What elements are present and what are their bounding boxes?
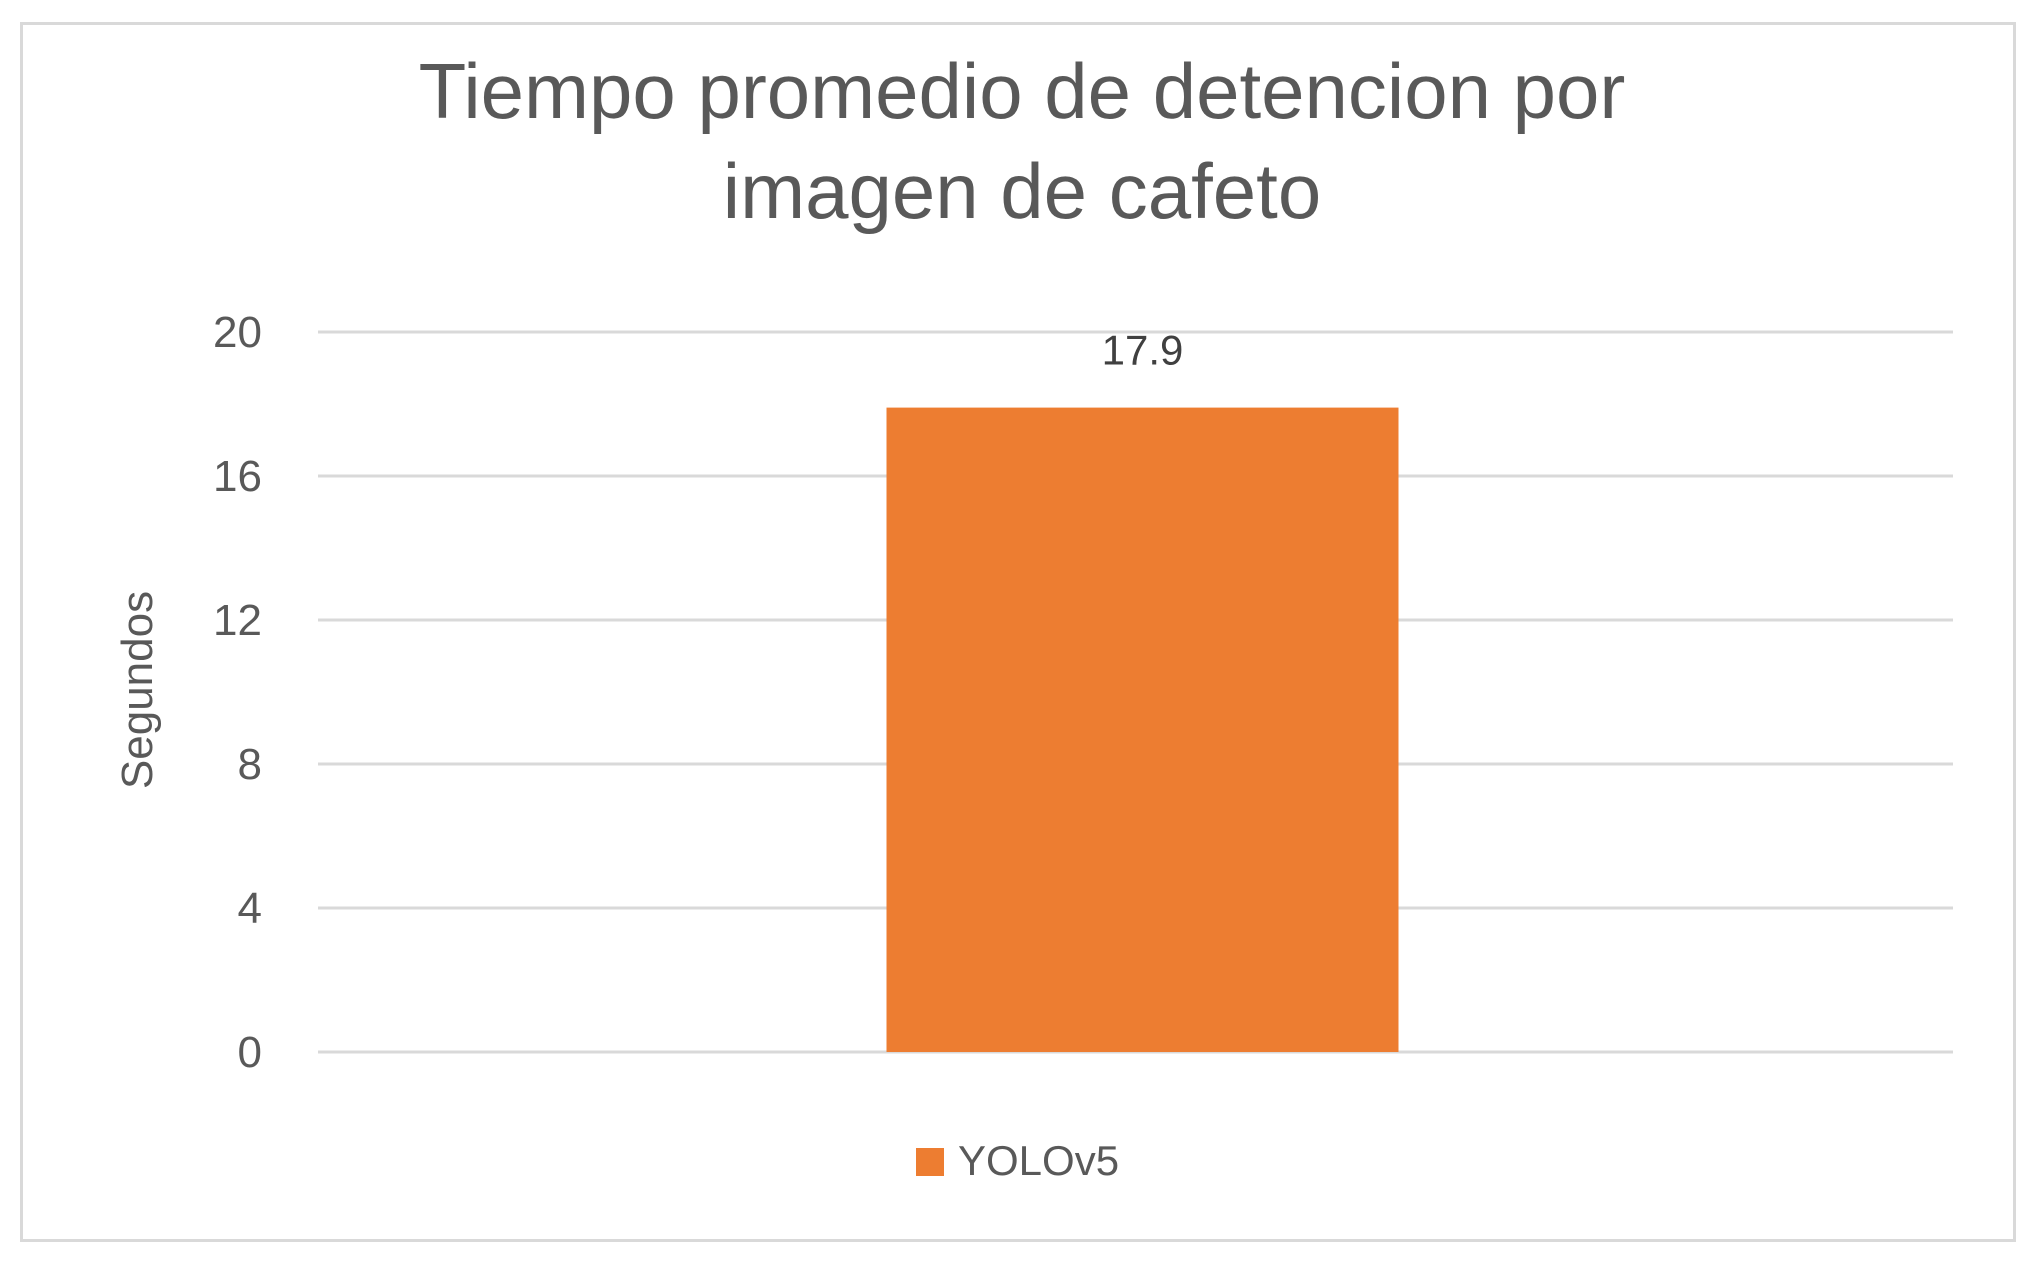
bar-data-label: 17.9 xyxy=(1102,327,1184,374)
y-tick-label: 0 xyxy=(238,1028,262,1077)
y-axis-ticks: 0 4 8 12 16 20 xyxy=(213,308,262,1077)
y-tick-label: 4 xyxy=(238,884,262,933)
bars xyxy=(886,407,1399,1053)
y-tick-label: 20 xyxy=(213,308,262,357)
chart-title: Tiempo promedio de detencion por imagen d… xyxy=(419,47,1626,235)
y-tick-label: 12 xyxy=(213,596,262,645)
bar-yolov5 xyxy=(886,407,1399,1053)
y-tick-label: 16 xyxy=(213,452,262,501)
y-tick-label: 8 xyxy=(238,740,262,789)
chart-title-line: Tiempo promedio de detencion por xyxy=(419,47,1626,135)
legend: YOLOv5 xyxy=(916,1137,1119,1184)
data-labels: 17.9 xyxy=(1102,327,1184,374)
legend-swatch xyxy=(916,1148,944,1176)
chart-title-line: imagen de cafeto xyxy=(723,147,1321,235)
legend-label: YOLOv5 xyxy=(958,1137,1119,1184)
y-axis-label: Segundos xyxy=(113,591,162,789)
